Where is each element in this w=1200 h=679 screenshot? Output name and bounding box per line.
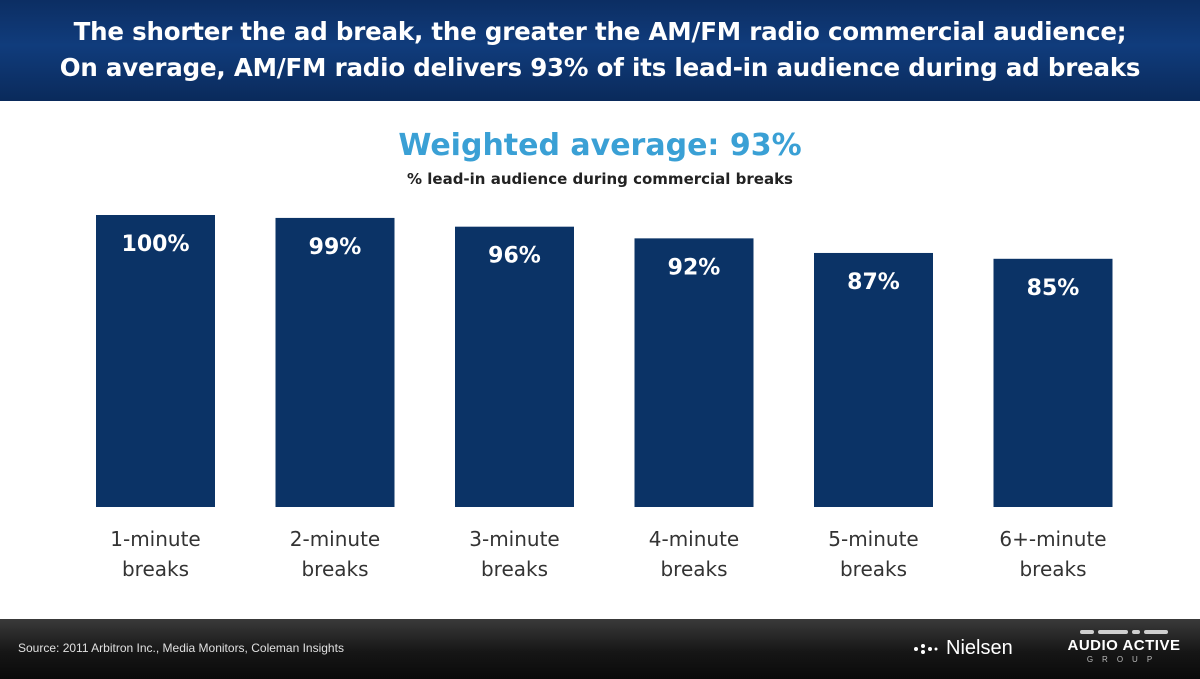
category-label-3: 3-minute breaks bbox=[469, 527, 559, 581]
bar-5 bbox=[814, 252, 933, 507]
data-label-5: 87% bbox=[847, 270, 900, 295]
footer-bar: Source: 2011 Arbitron Inc., Media Monito… bbox=[0, 619, 1200, 679]
data-label-2: 99% bbox=[309, 235, 362, 260]
category-label-4: 4-minute breaks bbox=[649, 527, 739, 581]
bar-6 bbox=[993, 258, 1113, 507]
chart-subtitle: Weighted average: 93% bbox=[398, 128, 802, 163]
data-label-4: 92% bbox=[668, 255, 721, 280]
audio-active-wordmark: AUDIO ACTIVE bbox=[1067, 637, 1181, 654]
nielsen-logo: Nielsen bbox=[912, 637, 1013, 660]
nielsen-wordmark: Nielsen bbox=[946, 637, 1013, 659]
category-label-5: 5-minute breaks bbox=[828, 527, 918, 581]
title-banner: The shorter the ad break, the greater th… bbox=[0, 0, 1200, 101]
category-label-6: 6+-minute breaks bbox=[999, 527, 1106, 581]
bar-4 bbox=[634, 238, 754, 508]
title-line-2: On average, AM/FM radio delivers 93% of … bbox=[59, 53, 1141, 82]
data-label-3: 96% bbox=[488, 244, 541, 269]
category-label-2: 2-minute breaks bbox=[290, 527, 380, 581]
chart-caption: % lead-in audience during commercial bre… bbox=[407, 170, 793, 188]
category-label-1: 1-minute breaks bbox=[110, 527, 200, 581]
bar-chart: 100% 1-minute breaks 99% 2-minute breaks 96% 3-… bbox=[96, 215, 1113, 581]
audio-active-logo: AUDIO ACTIVE GROUP bbox=[1062, 627, 1186, 673]
data-label-1: 100% bbox=[122, 232, 190, 257]
nielsen-dots-icon bbox=[914, 643, 938, 654]
bar-2 bbox=[275, 217, 395, 508]
bar-1 bbox=[96, 215, 215, 507]
source-note: Source: 2011 Arbitron Inc., Media Monito… bbox=[18, 641, 344, 655]
audio-active-group: GROUP bbox=[1086, 655, 1162, 664]
title-line-1: The shorter the ad break, the greater th… bbox=[73, 17, 1127, 46]
partner-marks-icon bbox=[1062, 627, 1186, 637]
data-label-6: 85% bbox=[1027, 276, 1080, 301]
bar-3 bbox=[455, 226, 574, 507]
